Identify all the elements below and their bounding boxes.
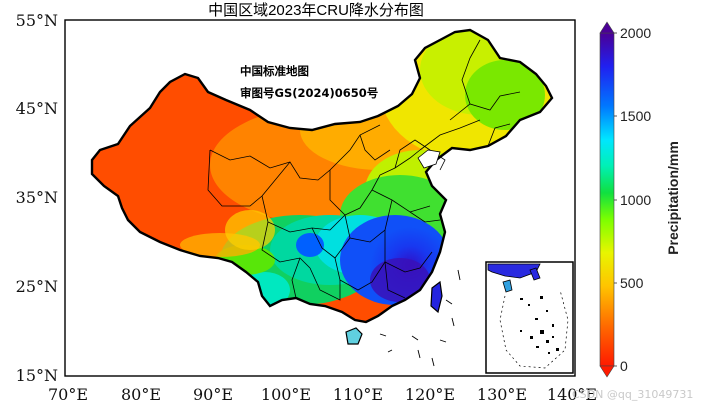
lon-label-130: 130°E <box>477 385 527 404</box>
latitude-axis: 55°N 45°N 35°N 25°N 15°N <box>16 11 58 385</box>
watermark: CSDN @qq_31049731 <box>572 388 693 401</box>
longitude-axis: 70°E 80°E 90°E 100°E 110°E 120°E 130°E 1… <box>48 385 597 404</box>
colorbar-tick-500: 500 <box>620 275 644 291</box>
lat-label-35: 35°N <box>16 188 58 207</box>
lon-label-100: 100°E <box>261 385 311 404</box>
colorbar-min-arrow <box>599 365 615 378</box>
colorbar-label: Precipitation/mm <box>665 141 681 255</box>
lat-label-25: 25°N <box>16 277 58 296</box>
map-title: 中国区域2023年CRU降水分布图 <box>208 2 424 19</box>
lon-label-70: 70°E <box>48 385 88 404</box>
lat-label-45: 45°N <box>16 99 58 118</box>
colorbar-ramp <box>599 32 615 367</box>
colorbar-tick-0: 0 <box>620 358 628 374</box>
south-china-sea-inset <box>485 261 574 374</box>
map-annotation-line2: 审图号GS(2024)0650号 <box>240 86 378 100</box>
colorbar-tick-1000: 1000 <box>620 192 651 208</box>
hainan-island <box>345 327 363 345</box>
lon-label-80: 80°E <box>121 385 161 404</box>
lon-label-90: 90°E <box>193 385 233 404</box>
bohai-sea <box>417 149 441 169</box>
lat-label-15: 15°N <box>16 366 58 385</box>
lon-label-140: 140°E <box>547 385 597 404</box>
province-boundaries <box>207 39 521 301</box>
colorbar-max-arrow <box>599 21 615 34</box>
colorbar: 0 500 1000 1500 2000 Precipitation/mm <box>599 21 681 378</box>
south-sea-islands <box>379 269 461 367</box>
map-annotation-line1: 中国标准地图 <box>240 64 309 78</box>
colorbar-tick-1500: 1500 <box>620 108 651 124</box>
lon-label-110: 110°E <box>333 385 383 404</box>
lon-label-120: 120°E <box>405 385 455 404</box>
taiwan-island <box>430 280 443 314</box>
colorbar-tick-2000: 2000 <box>620 25 651 41</box>
lat-label-55: 55°N <box>16 11 58 30</box>
